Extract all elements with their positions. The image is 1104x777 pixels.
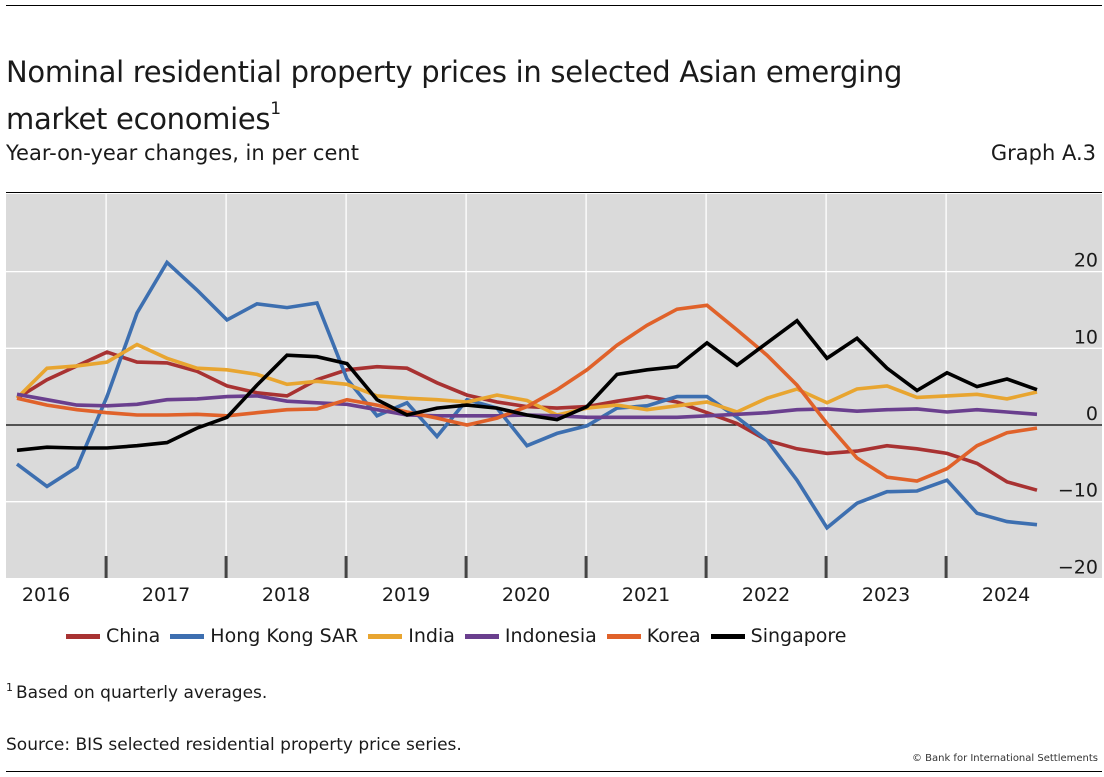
x-axis-labels: 2016 2017 2018 2019 2020 2021 2022 2023 2024 bbox=[22, 584, 1030, 606]
line-chart: 20 10 0 −10 −20 2016 2017 2018 2019 2020 2021 2022… bbox=[6, 194, 1102, 606]
footnote-marker: 1 bbox=[6, 681, 13, 694]
x-axis-ticks bbox=[104, 556, 948, 578]
graph-id: Graph A.3 bbox=[990, 141, 1096, 165]
title-footnote-marker: 1 bbox=[270, 99, 281, 120]
legend-swatch bbox=[368, 633, 403, 639]
legend-label: India bbox=[408, 625, 455, 647]
legend-swatch bbox=[170, 633, 205, 639]
legend-swatch bbox=[606, 633, 641, 639]
series-line-hong-kong-sar bbox=[15, 259, 1038, 531]
x-tick-label: 2024 bbox=[982, 584, 1030, 606]
legend-item-korea: Korea bbox=[606, 625, 701, 647]
chart-title-text: Nominal residential property prices in s… bbox=[6, 55, 903, 137]
y-tick-label: 20 bbox=[1074, 250, 1098, 272]
footnote-text: Based on quarterly averages. bbox=[16, 683, 268, 703]
legend-label: Indonesia bbox=[504, 625, 597, 647]
legend-item-singapore: Singapore bbox=[710, 625, 847, 647]
legend-swatch bbox=[464, 633, 499, 639]
legend-label: China bbox=[106, 625, 161, 647]
legend-label: Korea bbox=[646, 625, 701, 647]
x-tick-label: 2020 bbox=[502, 584, 550, 606]
x-tick-label: 2022 bbox=[742, 584, 790, 606]
series-lines bbox=[15, 259, 1038, 531]
x-tick-label: 2016 bbox=[22, 584, 70, 606]
x-tick-label: 2023 bbox=[862, 584, 910, 606]
legend-label: Hong Kong SAR bbox=[210, 625, 359, 647]
y-tick-label: 0 bbox=[1086, 403, 1098, 425]
legend-item-china: China bbox=[66, 625, 160, 647]
series-line-singapore bbox=[16, 318, 1038, 453]
source-note: Source: BIS selected residential propert… bbox=[6, 735, 462, 755]
y-tick-label: −20 bbox=[1058, 556, 1098, 578]
x-tick-label: 2019 bbox=[382, 584, 430, 606]
y-tick-label: 10 bbox=[1074, 326, 1098, 348]
plot-background bbox=[6, 194, 1102, 578]
y-tick-label: −10 bbox=[1058, 480, 1098, 502]
top-rule bbox=[6, 5, 1102, 6]
x-tick-label: 2018 bbox=[262, 584, 310, 606]
legend-item-indonesia: Indonesia bbox=[464, 625, 597, 647]
legend-item-india: India bbox=[368, 625, 455, 647]
bottom-rule bbox=[6, 771, 1102, 772]
series-line-korea bbox=[16, 303, 1038, 483]
footnote: 1 Based on quarterly averages. bbox=[6, 681, 268, 703]
copyright: © Bank for International Settlements bbox=[911, 753, 1098, 764]
chart-title: Nominal residential property prices in s… bbox=[6, 49, 906, 143]
legend-item-hong-kong-sar: Hong Kong SAR bbox=[170, 625, 358, 647]
plot-top-rule bbox=[6, 192, 1102, 193]
legend-swatch bbox=[66, 633, 100, 639]
x-tick-label: 2021 bbox=[622, 584, 670, 606]
y-axis-labels: 20 10 0 −10 −20 bbox=[1058, 250, 1098, 579]
legend-label: Singapore bbox=[750, 625, 847, 647]
legend: China Hong Kong SAR India Indonesia Korea Sin… bbox=[66, 625, 857, 647]
x-tick-label: 2017 bbox=[142, 584, 190, 606]
legend-swatch bbox=[710, 633, 745, 639]
series-line-india bbox=[15, 342, 1038, 417]
chart-subtitle: Year-on-year changes, in per cent bbox=[6, 141, 359, 165]
